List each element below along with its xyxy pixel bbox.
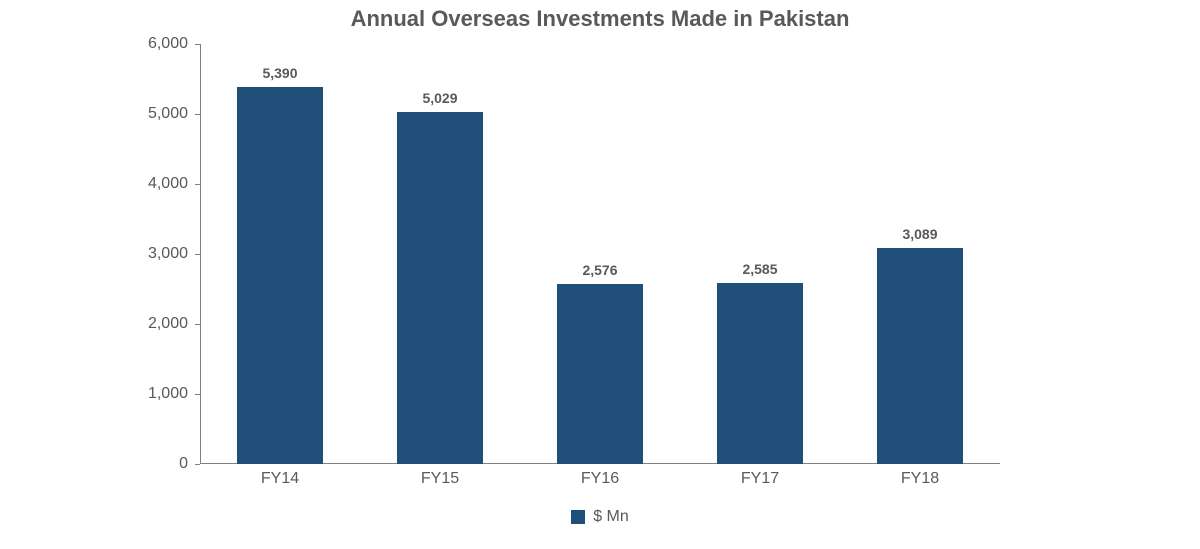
x-category-label: FY17 xyxy=(741,464,779,488)
y-tick-mark xyxy=(195,44,200,45)
bar-fy18: 3,089 xyxy=(877,248,963,464)
bar-value-label: 2,585 xyxy=(717,261,803,277)
chart-title: Annual Overseas Investments Made in Paki… xyxy=(0,6,1200,32)
y-tick-label: 4,000 xyxy=(130,175,188,193)
bar-fy15: 5,029 xyxy=(397,112,483,464)
y-tick-mark xyxy=(195,394,200,395)
y-tick-mark xyxy=(195,464,200,465)
y-tick-label: 2,000 xyxy=(130,315,188,333)
bar-value-label: 3,089 xyxy=(877,226,963,242)
bar-value-label: 2,576 xyxy=(557,262,643,278)
y-tick-label: 1,000 xyxy=(130,385,188,403)
bar-value-label: 5,390 xyxy=(237,65,323,81)
y-tick-mark xyxy=(195,254,200,255)
x-category-label: FY14 xyxy=(261,464,299,488)
y-tick-mark xyxy=(195,324,200,325)
y-tick-label: 6,000 xyxy=(130,35,188,53)
legend-label: $ Mn xyxy=(593,508,629,526)
bar-fy16: 2,576 xyxy=(557,284,643,464)
bar-chart-annual-overseas-investments: Annual Overseas Investments Made in Paki… xyxy=(0,0,1200,549)
bar-fy14: 5,390 xyxy=(237,87,323,464)
y-tick-label: 3,000 xyxy=(130,245,188,263)
bar-fy17: 2,585 xyxy=(717,283,803,464)
legend-swatch xyxy=(571,510,585,524)
y-axis-line xyxy=(200,44,201,464)
y-tick-label: 5,000 xyxy=(130,105,188,123)
plot-area: 01,0002,0003,0004,0005,0006,0005,390FY14… xyxy=(200,44,1000,464)
legend: $ Mn xyxy=(0,508,1200,529)
y-tick-label: 0 xyxy=(130,455,188,473)
x-category-label: FY16 xyxy=(581,464,619,488)
y-tick-mark xyxy=(195,114,200,115)
bar-value-label: 5,029 xyxy=(397,90,483,106)
x-category-label: FY18 xyxy=(901,464,939,488)
x-category-label: FY15 xyxy=(421,464,459,488)
y-tick-mark xyxy=(195,184,200,185)
